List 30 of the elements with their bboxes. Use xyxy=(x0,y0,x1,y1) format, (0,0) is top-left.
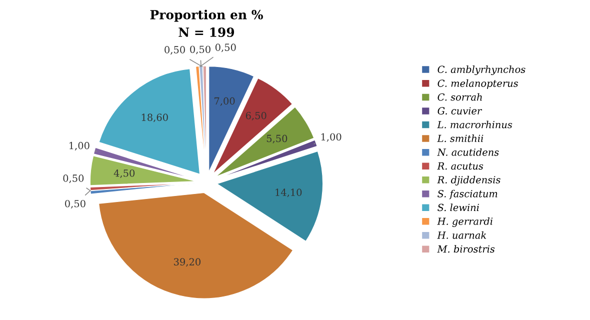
data-label: 39,20 xyxy=(174,258,200,267)
data-label: 0,50 xyxy=(164,46,185,55)
legend-label: M. birostris xyxy=(437,245,495,253)
data-label: 0,50 xyxy=(190,46,210,54)
legend-label: C. amblyrhynchos xyxy=(438,65,526,76)
data-label: 18,60 xyxy=(142,114,168,122)
legend-label: L. smithii xyxy=(437,134,484,142)
chart-subtitle: N = 199 xyxy=(178,28,234,37)
legend-label: C. sorrah xyxy=(438,93,482,101)
legend-label: N. acutidens xyxy=(437,148,499,156)
data-label: 7,00 xyxy=(214,97,235,106)
legend-label: L. macrorhinus xyxy=(437,120,512,128)
legend-label: H. gerrardi xyxy=(437,217,493,227)
data-label: 1,00 xyxy=(70,142,90,150)
data-label: 6,50 xyxy=(246,112,266,120)
data-label: 0,50 xyxy=(215,44,236,52)
legend-label: S. lewini xyxy=(438,204,479,212)
legend-label: S. fasciatum xyxy=(438,190,498,200)
data-label: 14,10 xyxy=(276,188,302,198)
legend-label: R. djiddensis xyxy=(437,176,500,186)
chart-title: Proportion en % xyxy=(150,10,263,22)
data-label: 4,50 xyxy=(114,169,135,178)
legend-label: H. uarnak xyxy=(437,231,486,239)
data-label: 0,50 xyxy=(65,200,86,208)
legend-label: C. melanopterus xyxy=(438,79,518,89)
legend-label: R. acutus xyxy=(437,162,484,170)
legend-label: G. cuvier xyxy=(438,107,482,115)
data-label: 1,00 xyxy=(321,133,342,142)
data-label: 5,50 xyxy=(266,134,288,144)
data-label: 0,50 xyxy=(63,174,84,184)
